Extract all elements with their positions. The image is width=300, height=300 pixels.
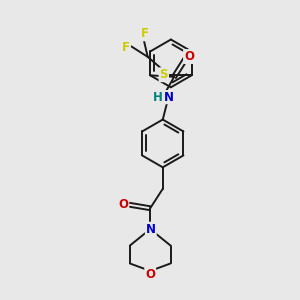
Text: O: O: [145, 268, 155, 281]
Text: N: N: [146, 223, 156, 236]
Text: F: F: [122, 41, 130, 54]
Text: O: O: [118, 197, 128, 211]
Text: O: O: [184, 50, 194, 63]
Text: S: S: [160, 68, 168, 81]
Text: N: N: [164, 91, 174, 103]
Text: F: F: [141, 27, 149, 40]
Text: H: H: [153, 91, 163, 103]
